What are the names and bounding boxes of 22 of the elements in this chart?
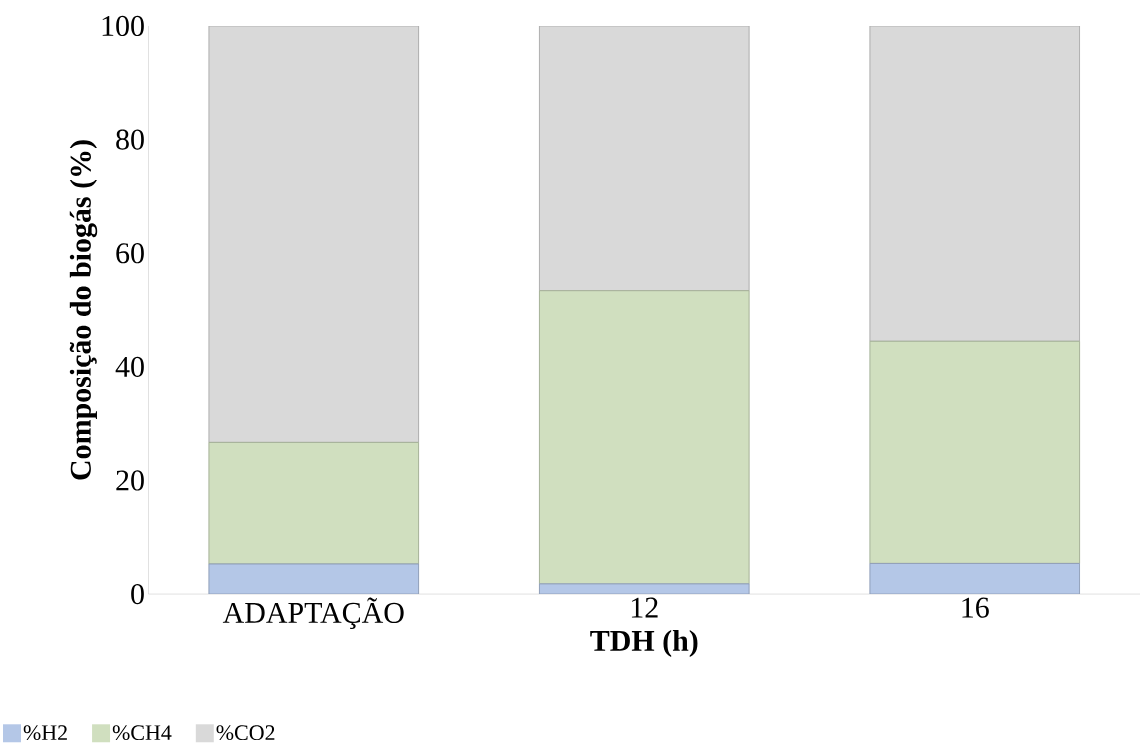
bar	[208, 26, 420, 443]
y-tick-label: 60	[116, 243, 144, 264]
y-tick-label: 40	[115, 356, 144, 378]
legend-label: %CH4	[112, 725, 172, 741]
y-tick-label: 80	[116, 129, 144, 150]
y-axis-title: Composição do biogás (%)	[69, 140, 98, 480]
y-tick-label: 20	[116, 470, 144, 491]
bar	[869, 340, 1081, 564]
bar	[538, 26, 750, 292]
x-tick-label: 12	[631, 597, 658, 618]
y-tick-label: 100	[102, 15, 144, 37]
bar	[208, 563, 420, 595]
x-tick-label: ADAPTAÇÃO	[222, 597, 404, 630]
legend-label: %CO2	[216, 725, 275, 741]
bar	[538, 290, 750, 585]
x-tick-label: 16	[962, 597, 989, 618]
legend-label: %H2	[23, 725, 67, 741]
y-tick-label: 0	[131, 584, 144, 605]
bar	[208, 441, 420, 565]
bar	[869, 562, 1081, 595]
x-axis-title: TDH (h)	[590, 630, 698, 658]
bar	[869, 26, 1081, 342]
